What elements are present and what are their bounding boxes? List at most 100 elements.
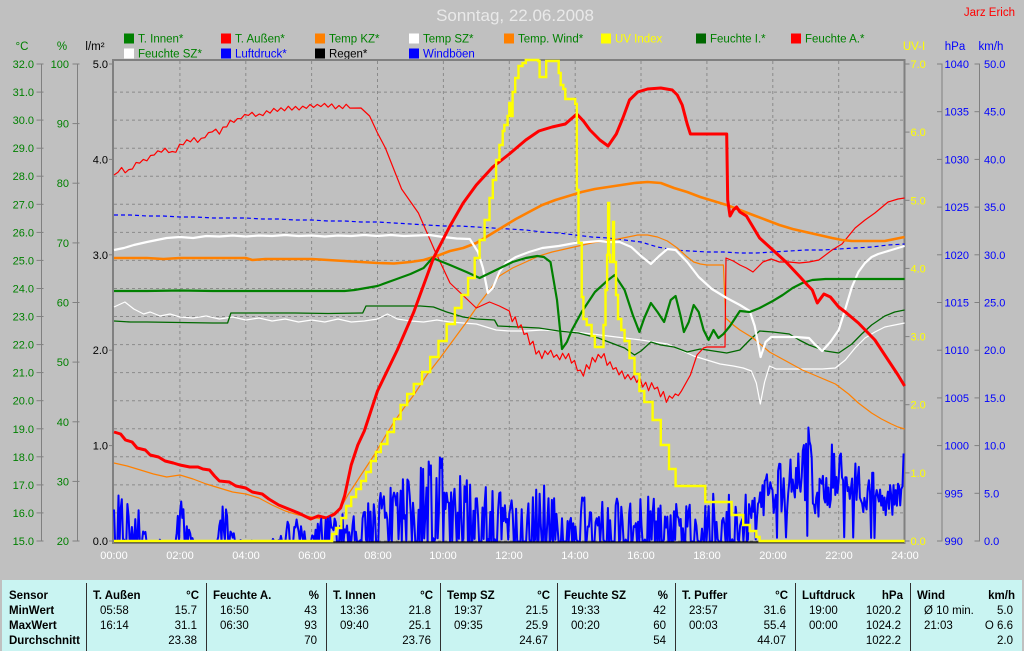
svg-text:5.0: 5.0 — [93, 59, 108, 71]
svg-text:Temp SZ: Temp SZ — [447, 590, 495, 602]
svg-text:4.0: 4.0 — [911, 263, 926, 275]
svg-text:21.5: 21.5 — [526, 605, 548, 617]
svg-text:T. Außen*: T. Außen* — [235, 34, 285, 46]
svg-text:23.76: 23.76 — [402, 635, 431, 647]
svg-text:1005: 1005 — [945, 393, 969, 405]
svg-text:MaxWert: MaxWert — [9, 620, 57, 632]
svg-text:09:35: 09:35 — [454, 620, 483, 632]
svg-text:%: % — [57, 41, 67, 53]
svg-text:Windböen: Windböen — [423, 49, 475, 61]
svg-text:21:03: 21:03 — [924, 620, 953, 632]
svg-text:1.0: 1.0 — [93, 441, 108, 453]
svg-text:60: 60 — [57, 298, 69, 310]
svg-text:42: 42 — [653, 605, 666, 617]
svg-text:16.0: 16.0 — [13, 508, 34, 520]
svg-text:21.8: 21.8 — [409, 605, 431, 617]
svg-text:km/h: km/h — [979, 41, 1004, 53]
svg-text:18:00: 18:00 — [693, 550, 721, 562]
svg-text:1020.2: 1020.2 — [866, 605, 901, 617]
svg-text:4.0: 4.0 — [93, 154, 108, 166]
svg-text:93: 93 — [304, 620, 317, 632]
svg-text:1022.2: 1022.2 — [866, 635, 901, 647]
svg-text:22.0: 22.0 — [13, 340, 34, 352]
svg-text:45.0: 45.0 — [984, 107, 1005, 119]
svg-text:16:50: 16:50 — [220, 605, 249, 617]
svg-text:40: 40 — [57, 417, 69, 429]
svg-text:1.0: 1.0 — [911, 468, 926, 480]
svg-text:Luftdruck*: Luftdruck* — [235, 49, 287, 61]
svg-text:5.0: 5.0 — [911, 195, 926, 207]
svg-text:70: 70 — [304, 635, 317, 647]
svg-text:18.0: 18.0 — [13, 452, 34, 464]
svg-text:04:00: 04:00 — [232, 550, 260, 562]
svg-text:°C: °C — [420, 590, 433, 602]
svg-text:Wind: Wind — [917, 590, 945, 602]
svg-text:1035: 1035 — [945, 107, 969, 119]
svg-text:19:00: 19:00 — [809, 605, 838, 617]
svg-text:31.6: 31.6 — [764, 605, 786, 617]
svg-text:60: 60 — [653, 620, 666, 632]
svg-text:%: % — [658, 590, 668, 602]
svg-text:09:40: 09:40 — [340, 620, 369, 632]
svg-text:25.0: 25.0 — [984, 298, 1005, 310]
svg-text:00:00: 00:00 — [809, 620, 838, 632]
svg-text:1020: 1020 — [945, 250, 969, 262]
svg-text:54: 54 — [653, 635, 666, 647]
svg-text:30.0: 30.0 — [13, 115, 34, 127]
svg-text:31.1: 31.1 — [175, 620, 197, 632]
svg-text:19:33: 19:33 — [571, 605, 600, 617]
svg-text:08:00: 08:00 — [364, 550, 392, 562]
svg-text:T. Puffer: T. Puffer — [682, 590, 728, 602]
svg-text:32.0: 32.0 — [13, 59, 34, 71]
svg-text:2.0: 2.0 — [93, 345, 108, 357]
svg-text:Ø 10 min.: Ø 10 min. — [924, 605, 974, 617]
svg-text:24.0: 24.0 — [13, 284, 34, 296]
svg-text:100: 100 — [51, 59, 69, 71]
svg-text:3.0: 3.0 — [911, 332, 926, 344]
svg-text:%: % — [309, 590, 319, 602]
svg-text:UV Index: UV Index — [615, 34, 663, 46]
svg-text:27.0: 27.0 — [13, 199, 34, 211]
svg-text:40.0: 40.0 — [984, 154, 1005, 166]
svg-text:7.0: 7.0 — [911, 59, 926, 71]
svg-text:hPa: hPa — [882, 590, 904, 602]
svg-text:T. Innen: T. Innen — [333, 590, 376, 602]
svg-text:995: 995 — [945, 488, 963, 500]
svg-text:15.7: 15.7 — [175, 605, 197, 617]
svg-text:00:03: 00:03 — [689, 620, 718, 632]
svg-text:1010: 1010 — [945, 345, 969, 357]
svg-text:1030: 1030 — [945, 154, 969, 166]
svg-text:20: 20 — [57, 536, 69, 548]
svg-text:44.07: 44.07 — [757, 635, 786, 647]
svg-text:Jarz Erich: Jarz Erich — [964, 7, 1015, 19]
svg-text:28.0: 28.0 — [13, 171, 34, 183]
svg-text:1015: 1015 — [945, 298, 969, 310]
svg-text:°C: °C — [16, 41, 29, 53]
svg-text:km/h: km/h — [988, 590, 1015, 602]
svg-text:19:37: 19:37 — [454, 605, 483, 617]
svg-text:50.0: 50.0 — [984, 59, 1005, 71]
svg-text:10.0: 10.0 — [984, 441, 1005, 453]
svg-text:O 6.6: O 6.6 — [985, 620, 1013, 632]
svg-text:15.0: 15.0 — [984, 393, 1005, 405]
svg-text:°C: °C — [775, 590, 788, 602]
svg-text:Feuchte A.: Feuchte A. — [213, 590, 271, 602]
svg-text:23.0: 23.0 — [13, 312, 34, 324]
svg-text:23.38: 23.38 — [168, 635, 197, 647]
svg-text:Temp. Wind*: Temp. Wind* — [518, 34, 584, 46]
svg-text:5.0: 5.0 — [997, 605, 1013, 617]
svg-text:25.1: 25.1 — [409, 620, 431, 632]
svg-text:13:36: 13:36 — [340, 605, 369, 617]
svg-text:55.4: 55.4 — [764, 620, 787, 632]
svg-text:MinWert: MinWert — [9, 605, 54, 617]
svg-text:Feuchte SZ: Feuchte SZ — [564, 590, 626, 602]
svg-text:16:00: 16:00 — [627, 550, 655, 562]
svg-text:0.0: 0.0 — [93, 536, 108, 548]
svg-text:Temp SZ*: Temp SZ* — [423, 34, 474, 46]
svg-text:15.0: 15.0 — [13, 536, 34, 548]
svg-text:20:00: 20:00 — [759, 550, 787, 562]
svg-text:°C: °C — [537, 590, 550, 602]
svg-text:Feuchte SZ*: Feuchte SZ* — [138, 49, 202, 61]
svg-text:°C: °C — [186, 590, 199, 602]
svg-text:02:00: 02:00 — [166, 550, 194, 562]
